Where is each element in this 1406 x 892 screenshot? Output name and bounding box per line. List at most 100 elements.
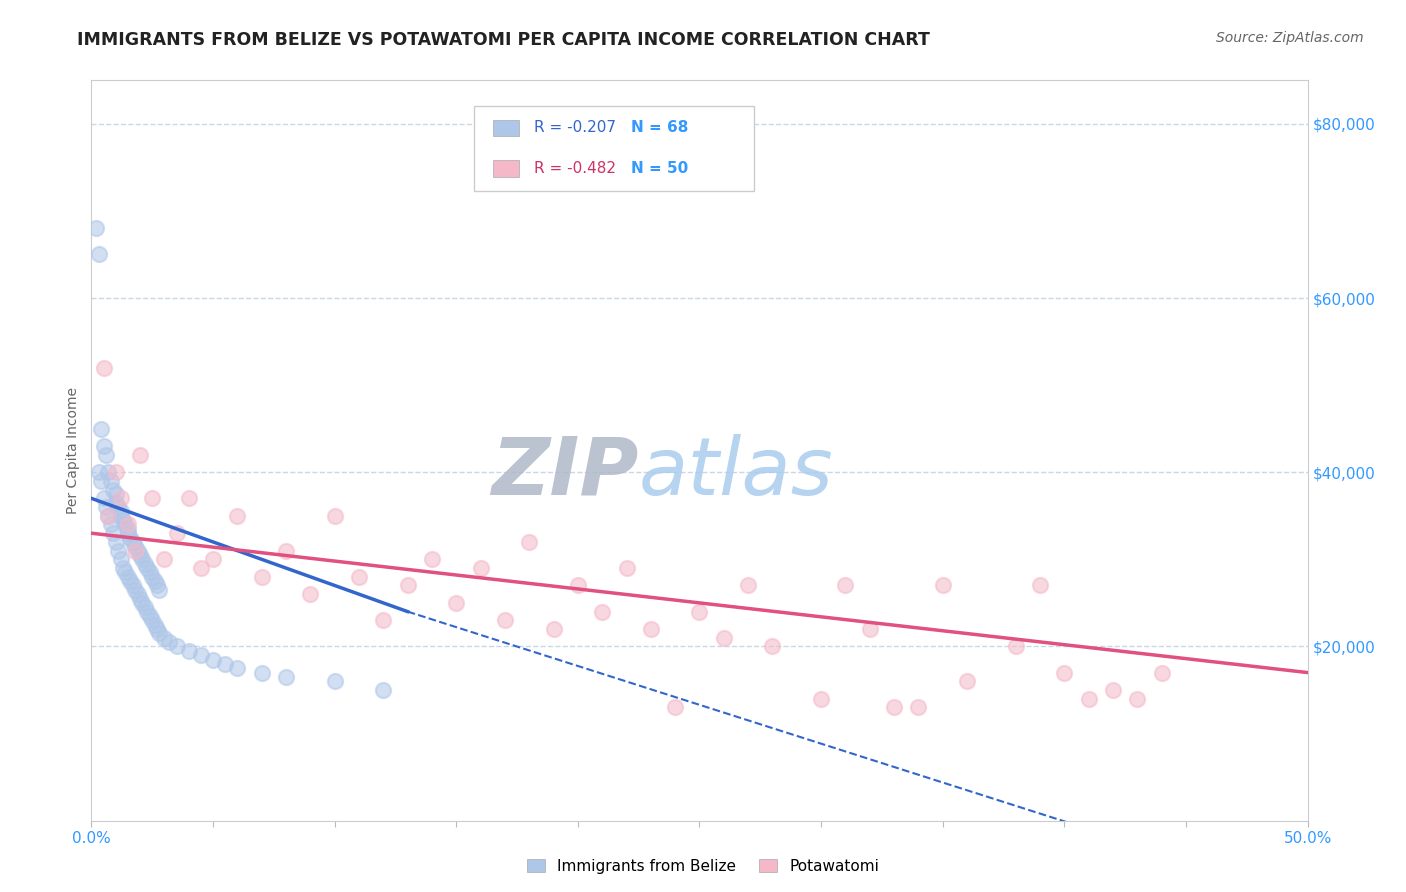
Point — [114, 566, 136, 580]
Point — [107, 543, 129, 558]
Point — [494, 613, 516, 627]
Point — [761, 640, 783, 654]
Point — [688, 605, 710, 619]
Point — [883, 700, 905, 714]
Point — [567, 578, 589, 592]
Point — [323, 674, 346, 689]
Point — [190, 561, 212, 575]
Point — [859, 622, 882, 636]
Point — [166, 640, 188, 654]
Point — [1150, 665, 1173, 680]
Point — [640, 622, 662, 636]
Point — [166, 526, 188, 541]
Point — [1053, 665, 1076, 680]
Point — [97, 465, 120, 479]
Point — [129, 591, 152, 606]
Point — [121, 535, 143, 549]
Point — [124, 543, 146, 558]
Text: R = -0.482: R = -0.482 — [534, 161, 616, 176]
Point — [141, 613, 163, 627]
Point — [127, 543, 149, 558]
Point — [396, 578, 419, 592]
Point — [104, 496, 127, 510]
Point — [136, 605, 159, 619]
Point — [139, 609, 162, 624]
Point — [87, 465, 110, 479]
Point — [94, 448, 117, 462]
Point — [146, 578, 169, 592]
Point — [93, 491, 115, 506]
Point — [129, 548, 152, 562]
Point — [157, 635, 180, 649]
Point — [100, 517, 122, 532]
Point — [347, 570, 370, 584]
Point — [117, 522, 139, 536]
Point — [591, 605, 613, 619]
Point — [114, 517, 136, 532]
Point — [153, 631, 176, 645]
Point — [616, 561, 638, 575]
Point — [120, 574, 142, 588]
Y-axis label: Per Capita Income: Per Capita Income — [66, 387, 80, 514]
Point — [148, 626, 170, 640]
Point — [470, 561, 492, 575]
Point — [1126, 691, 1149, 706]
Point — [143, 617, 166, 632]
Point — [110, 504, 132, 518]
Point — [117, 526, 139, 541]
Point — [737, 578, 759, 592]
Text: IMMIGRANTS FROM BELIZE VS POTAWATOMI PER CAPITA INCOME CORRELATION CHART: IMMIGRANTS FROM BELIZE VS POTAWATOMI PER… — [77, 31, 931, 49]
Point — [110, 491, 132, 506]
Point — [84, 221, 107, 235]
Point — [373, 683, 395, 698]
Point — [107, 500, 129, 514]
Point — [90, 422, 112, 436]
Point — [104, 465, 127, 479]
Point — [226, 508, 249, 523]
Point — [103, 526, 125, 541]
Point — [153, 552, 176, 566]
Point — [664, 700, 686, 714]
Point — [373, 613, 395, 627]
Point — [124, 582, 146, 597]
Point — [931, 578, 953, 592]
Legend: Immigrants from Belize, Potawatomi: Immigrants from Belize, Potawatomi — [520, 853, 886, 880]
Point — [136, 561, 159, 575]
Point — [141, 570, 163, 584]
Point — [420, 552, 443, 566]
Text: R = -0.207: R = -0.207 — [534, 120, 616, 136]
Point — [121, 578, 143, 592]
Point — [146, 622, 169, 636]
Point — [202, 552, 225, 566]
Point — [323, 508, 346, 523]
Point — [1029, 578, 1052, 592]
FancyBboxPatch shape — [474, 106, 754, 191]
Point — [104, 487, 127, 501]
Point — [834, 578, 856, 592]
Point — [956, 674, 979, 689]
Point — [111, 561, 134, 575]
Text: N = 68: N = 68 — [631, 120, 689, 136]
Point — [117, 570, 139, 584]
Point — [1102, 683, 1125, 698]
Point — [148, 582, 170, 597]
Point — [274, 670, 297, 684]
Text: N = 50: N = 50 — [631, 161, 689, 176]
Point — [103, 483, 125, 497]
Point — [250, 665, 273, 680]
Point — [810, 691, 832, 706]
Point — [517, 535, 540, 549]
Point — [134, 557, 156, 571]
Point — [543, 622, 565, 636]
Point — [129, 448, 152, 462]
Point — [94, 500, 117, 514]
Point — [97, 508, 120, 523]
Point — [907, 700, 929, 714]
Point — [131, 596, 153, 610]
Point — [202, 652, 225, 666]
Point — [110, 508, 132, 523]
Point — [93, 439, 115, 453]
Text: ZIP: ZIP — [491, 434, 638, 512]
Text: Source: ZipAtlas.com: Source: ZipAtlas.com — [1216, 31, 1364, 45]
Point — [134, 600, 156, 615]
